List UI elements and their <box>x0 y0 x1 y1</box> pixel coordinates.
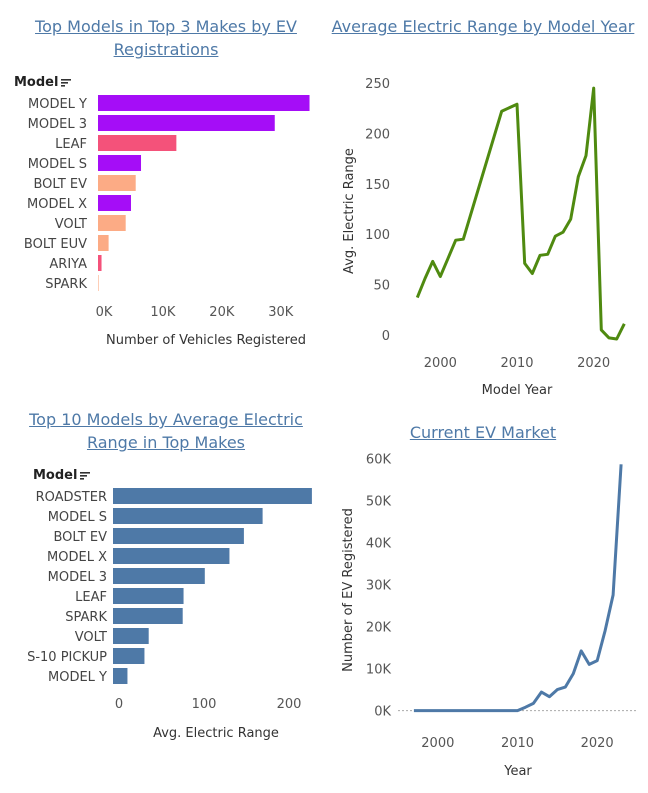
top-models-title[interactable]: Top Models in Top 3 Makes by EV Registra… <box>10 15 322 61</box>
bar <box>113 488 312 504</box>
bar <box>98 235 109 251</box>
category-label: MODEL X <box>27 197 87 212</box>
top10-range-title[interactable]: Top 10 Models by Average Electric Range … <box>10 408 322 454</box>
title-line: Range in Top Makes <box>86 433 246 452</box>
x-tick-label: 2020 <box>577 356 610 371</box>
x-tick-label: 100 <box>192 697 217 712</box>
y-tick-label: 30K <box>366 579 392 594</box>
category-label: MODEL S <box>28 157 87 172</box>
x-tick-label: 2000 <box>421 736 454 751</box>
row-header-label: Model <box>14 75 59 90</box>
category-label: BOLT EV <box>33 177 87 192</box>
bar <box>113 608 183 624</box>
bar <box>98 195 131 211</box>
bar <box>98 155 142 171</box>
title-line: Current EV Market <box>409 423 557 442</box>
y-axis-label: Avg. Electric Range <box>342 148 357 274</box>
sort-descending-icon[interactable] <box>80 471 91 480</box>
category-label: SPARK <box>45 277 87 292</box>
x-tick-label: 0 <box>115 697 123 712</box>
x-axis-label: Number of Vehicles Registered <box>106 333 306 348</box>
x-tick-label: 2010 <box>501 736 534 751</box>
category-label: BOLT EV <box>53 530 107 545</box>
y-tick-label: 200 <box>365 127 390 142</box>
y-tick-label: 10K <box>366 663 392 678</box>
bar <box>113 668 128 684</box>
y-tick-label: 0K <box>374 705 391 720</box>
y-tick-label: 60K <box>366 452 392 467</box>
bar <box>113 548 230 564</box>
category-label: MODEL 3 <box>48 570 107 585</box>
category-label: MODEL S <box>48 510 107 525</box>
bar <box>113 568 205 584</box>
category-label: VOLT <box>75 630 107 645</box>
y-tick-label: 20K <box>366 621 392 636</box>
title-line: Average Electric Range by Model Year <box>331 17 635 36</box>
bar <box>98 95 310 111</box>
bar <box>98 255 102 271</box>
avg-range-year-title[interactable]: Average Electric Range by Model Year <box>328 15 638 38</box>
y-tick-label: 50 <box>373 279 390 294</box>
y-tick-label: 40K <box>366 536 392 551</box>
bar <box>98 115 275 131</box>
category-label: LEAF <box>55 137 87 152</box>
bar <box>113 528 244 544</box>
x-axis-label: Year <box>503 764 532 779</box>
series-line <box>415 86 626 341</box>
title-line: Top Models in Top 3 Makes by EV <box>35 17 297 36</box>
x-tick-label: 20K <box>209 305 235 320</box>
top10-range-row-header[interactable]: Model <box>33 468 91 483</box>
bar <box>113 588 184 604</box>
y-tick-label: 50K <box>366 494 392 509</box>
x-tick-label: 2010 <box>500 356 533 371</box>
category-label: SPARK <box>65 610 107 625</box>
x-tick-label: 30K <box>268 305 294 320</box>
series-line <box>413 464 623 713</box>
category-label: BOLT EUV <box>24 237 87 252</box>
market-title[interactable]: Current EV Market <box>328 421 638 444</box>
bar <box>113 508 263 524</box>
category-label: LEAF <box>75 590 107 605</box>
bar <box>98 215 126 231</box>
bar <box>98 135 177 151</box>
top-models-row-header[interactable]: Model <box>14 75 72 90</box>
y-tick-label: 250 <box>365 77 390 92</box>
y-tick-label: 150 <box>365 178 390 193</box>
bar <box>98 175 136 191</box>
category-label: ARIYA <box>49 257 87 272</box>
category-label: MODEL Y <box>28 97 87 112</box>
x-axis-label: Avg. Electric Range <box>153 726 279 741</box>
sort-descending-icon[interactable] <box>61 78 72 87</box>
bar <box>113 628 149 644</box>
category-label: MODEL Y <box>48 670 107 685</box>
category-label: MODEL 3 <box>28 117 87 132</box>
x-axis-label: Model Year <box>482 383 553 398</box>
x-tick-label: 200 <box>277 697 302 712</box>
title-line: Registrations <box>113 40 219 59</box>
bar <box>113 648 145 664</box>
title-line: Top 10 Models by Average Electric <box>29 410 303 429</box>
category-label: S-10 PICKUP <box>27 650 107 665</box>
x-tick-label: 0K <box>96 305 113 320</box>
category-label: ROADSTER <box>36 490 107 505</box>
category-label: VOLT <box>55 217 87 232</box>
y-tick-label: 100 <box>365 228 390 243</box>
x-tick-label: 2020 <box>581 736 614 751</box>
x-tick-label: 10K <box>150 305 176 320</box>
y-axis-label: Number of EV Registered <box>341 508 356 672</box>
y-tick-label: 0 <box>382 329 390 344</box>
x-tick-label: 2000 <box>424 356 457 371</box>
row-header-label: Model <box>33 468 78 483</box>
bar <box>98 275 99 291</box>
category-label: MODEL X <box>47 550 107 565</box>
